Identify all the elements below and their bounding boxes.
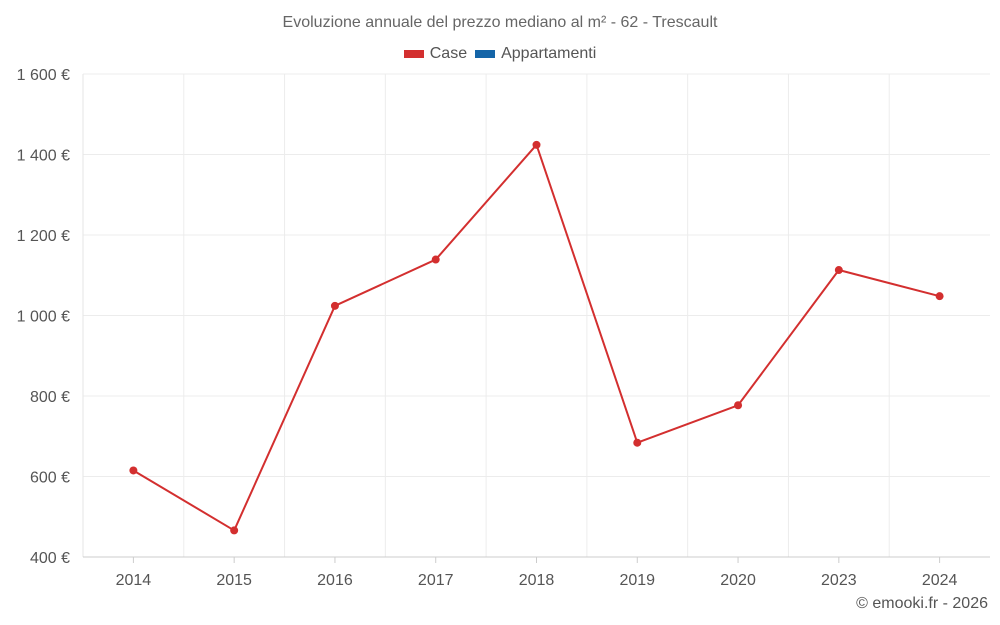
x-tick-label: 2018 (519, 572, 555, 589)
data-point (734, 401, 743, 410)
y-tick-label: 800 € (30, 389, 70, 406)
x-tick-label: 2016 (317, 572, 353, 589)
x-tick-label: 2020 (720, 572, 756, 589)
series (129, 140, 944, 535)
y-tick-label: 1 600 € (17, 67, 70, 84)
data-point (834, 266, 843, 275)
x-tick-label: 2017 (418, 572, 454, 589)
grid (82, 73, 990, 557)
data-point (935, 292, 944, 301)
y-tick-label: 600 € (30, 470, 70, 487)
legend-swatch-case (403, 50, 424, 58)
x-tick-label: 2024 (922, 572, 958, 589)
legend-swatch-appartamenti (475, 50, 496, 58)
data-point (633, 438, 642, 447)
y-tick-label: 1 200 € (17, 228, 70, 245)
data-point (431, 255, 440, 264)
chart-title: Evoluzione annuale del prezzo mediano al… (282, 14, 718, 31)
data-point (129, 466, 138, 475)
data-point (230, 526, 239, 535)
data-point (532, 140, 541, 149)
legend-item-case[interactable]: Case (403, 45, 468, 63)
x-tick-label: 2014 (116, 572, 152, 589)
x-tick-label: 2019 (619, 572, 655, 589)
y-tick-label: 400 € (30, 550, 70, 567)
y-tick-label: 1 000 € (17, 309, 70, 326)
legend-label-appartamenti: Appartamenti (501, 45, 597, 62)
legend-item-appartamenti[interactable]: Appartamenti (475, 45, 596, 63)
legend: Case Appartamenti (0, 45, 1000, 63)
credit-text: © emooki.fr - 2026 (856, 595, 988, 612)
x-tick-label: 2023 (821, 572, 857, 589)
axes: 400 € 600 € 800 € 1 000 € 1 200 € 1 400 € 1 60… (17, 67, 990, 589)
x-tick-label: 2015 (216, 572, 252, 589)
y-tick-label: 1 400 € (17, 148, 70, 165)
legend-label-case: Case (429, 45, 468, 62)
data-point (330, 301, 339, 310)
series-line-case (132, 143, 940, 532)
